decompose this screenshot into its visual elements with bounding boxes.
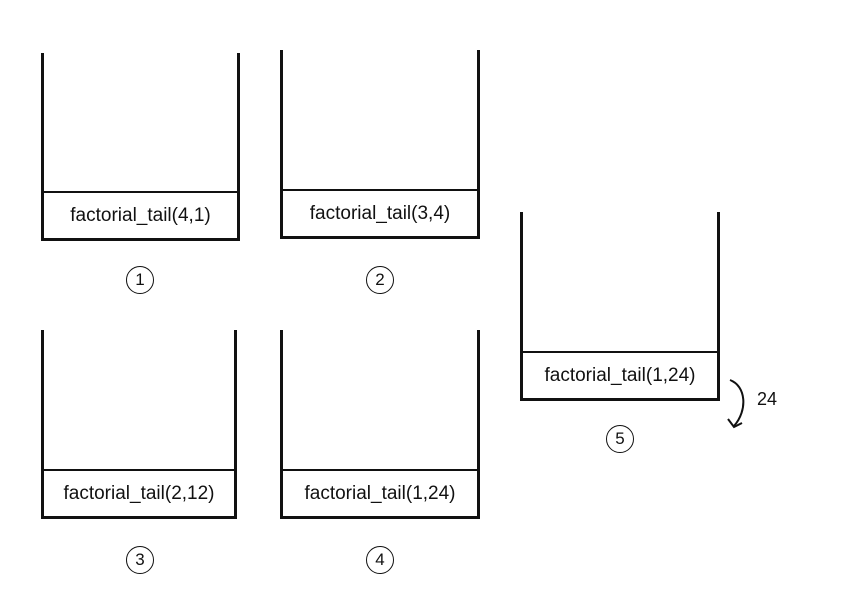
stack-frame: factorial_tail(3,4)	[283, 189, 477, 236]
call-stack-4: factorial_tail(1,24)	[280, 330, 480, 519]
call-stack-1: factorial_tail(4,1)	[41, 53, 240, 241]
step-number-3: 3	[126, 546, 154, 574]
stack-frame: factorial_tail(4,1)	[44, 191, 237, 238]
call-stack-3: factorial_tail(2,12)	[41, 330, 237, 519]
return-value-label: 24	[757, 389, 778, 409]
call-stack-2: factorial_tail(3,4)	[280, 50, 480, 239]
step-number-5: 5	[606, 425, 634, 453]
stack-frame: factorial_tail(1,24)	[523, 351, 717, 398]
curved-return-arrow-icon	[727, 379, 745, 429]
stack-frame: factorial_tail(1,24)	[283, 469, 477, 516]
step-number-4: 4	[366, 546, 394, 574]
call-stack-5: factorial_tail(1,24)	[520, 212, 720, 401]
step-number-2: 2	[366, 266, 394, 294]
step-number-1: 1	[126, 266, 154, 294]
stack-frame: factorial_tail(2,12)	[44, 469, 234, 516]
